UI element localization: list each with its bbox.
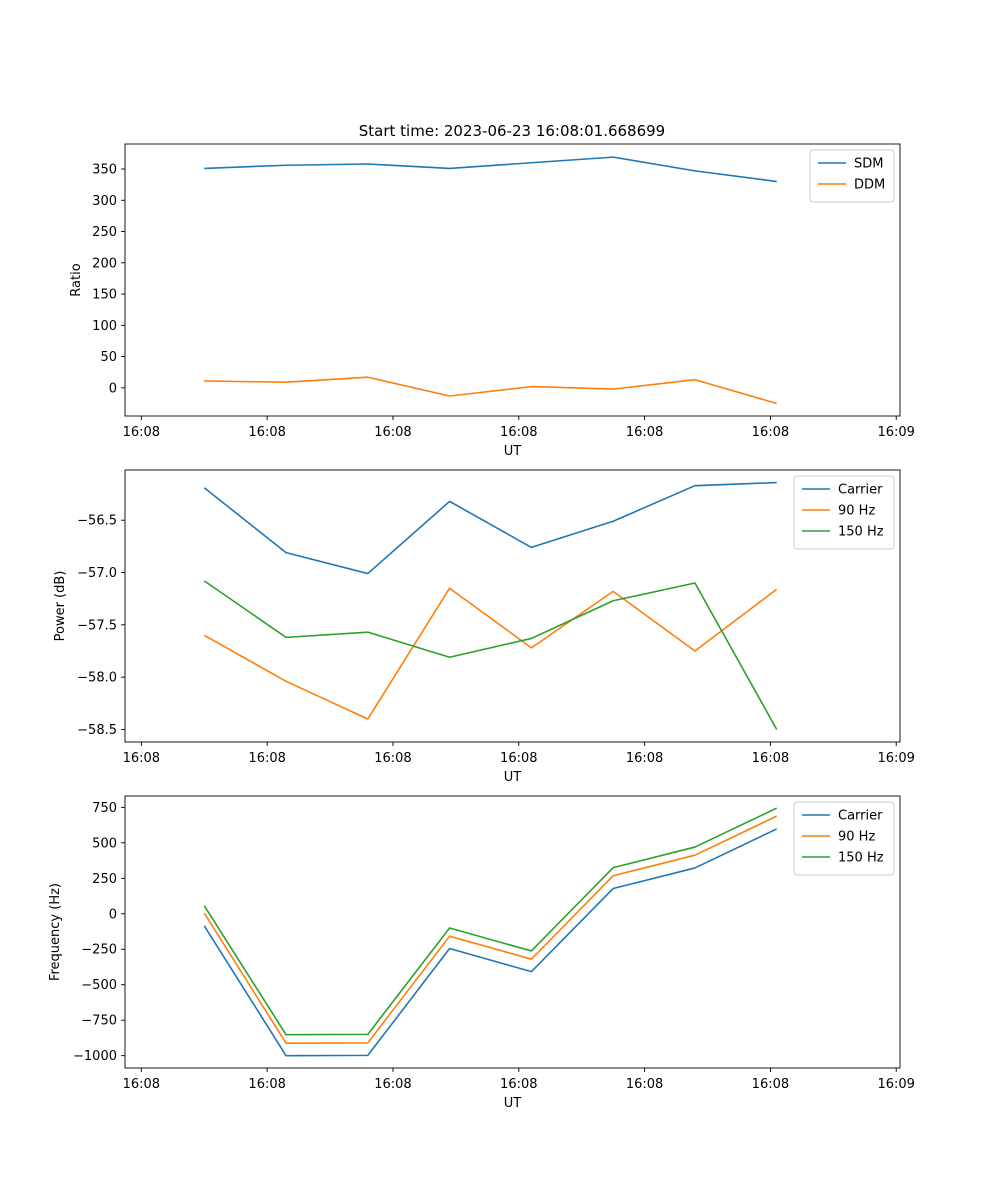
y-tick-label: −58.5 — [77, 723, 117, 738]
y-tick-label: 350 — [92, 163, 117, 178]
x-tick-label: 16:08 — [374, 1077, 411, 1092]
y-tick-label: 50 — [100, 350, 117, 365]
x-axis-label: UT — [504, 1096, 522, 1111]
series-line-sdm — [204, 156, 777, 183]
x-tick-label: 16:09 — [877, 425, 914, 440]
series-line-ddm — [204, 376, 777, 405]
legend-label: 90 Hz — [838, 830, 875, 845]
y-tick-label: 750 — [92, 801, 117, 816]
x-tick-label: 16:08 — [752, 1077, 789, 1092]
y-tick-label: −58.0 — [77, 671, 117, 686]
y-tick-label: −57.5 — [77, 618, 117, 633]
y-tick-label: 250 — [92, 225, 117, 240]
y-tick-label: 100 — [92, 319, 117, 334]
y-tick-label: −57.0 — [77, 566, 117, 581]
x-tick-label: 16:08 — [500, 425, 537, 440]
y-tick-label: 0 — [109, 907, 117, 922]
x-tick-label: 16:08 — [500, 1077, 537, 1092]
x-tick-label: 16:08 — [500, 751, 537, 766]
x-tick-label: 16:09 — [877, 751, 914, 766]
x-tick-label: 16:08 — [123, 1077, 160, 1092]
y-tick-label: 500 — [92, 836, 117, 851]
y-tick-label: 300 — [92, 194, 117, 209]
x-tick-label: 16:08 — [374, 425, 411, 440]
series-line-90-hz — [203, 815, 778, 1044]
axes-frame — [124, 469, 901, 743]
y-tick-label: −250 — [81, 943, 117, 958]
figure-title: Start time: 2023-06-23 16:08:01.668699 — [359, 122, 665, 140]
series-line-carrier — [203, 828, 778, 1057]
series-line-carrier — [203, 481, 777, 575]
axes-frame — [124, 795, 901, 1069]
legend: Carrier 90 Hz 150 Hz — [793, 801, 895, 876]
series-line-90-hz — [203, 587, 778, 720]
y-axis-label: Power (dB) — [53, 571, 68, 642]
x-tick-label: 16:08 — [626, 425, 663, 440]
x-tick-label: 16:09 — [877, 1077, 914, 1092]
legend-label: DDM — [854, 178, 885, 193]
x-tick-label: 16:08 — [248, 751, 285, 766]
chart-panel-2: 16:08 16:08 16:08 16:08 16:08 16:08 16:09 −56.5… — [53, 469, 915, 785]
chart-panel-1: 16:08 16:08 16:08 16:08 16:08 16:08 16:09 0 50 10… — [69, 143, 915, 459]
legend-label: 150 Hz — [838, 525, 884, 540]
x-axis-label: UT — [504, 444, 522, 459]
y-tick-label: −750 — [81, 1014, 117, 1029]
axes-frame — [124, 143, 901, 417]
legend-label: SDM — [854, 157, 883, 172]
y-tick-label: −500 — [81, 978, 117, 993]
y-tick-label: −1000 — [73, 1049, 117, 1064]
x-tick-label: 16:08 — [123, 425, 160, 440]
x-tick-label: 16:08 — [626, 751, 663, 766]
legend-label: 90 Hz — [838, 504, 875, 519]
x-tick-label: 16:08 — [374, 751, 411, 766]
legend-label: Carrier — [838, 809, 883, 824]
legend-label: Carrier — [838, 483, 883, 498]
chart-panel-3: 16:08 16:08 16:08 16:08 16:08 16:08 16:09 750 50… — [48, 795, 915, 1111]
y-tick-label: 200 — [92, 256, 117, 271]
series-line-150-hz — [203, 580, 778, 730]
x-tick-label: 16:08 — [626, 1077, 663, 1092]
series-line-150-hz — [203, 807, 778, 1036]
y-tick-label: 150 — [92, 288, 117, 303]
x-tick-label: 16:08 — [752, 751, 789, 766]
x-axis-label: UT — [504, 770, 522, 785]
y-tick-label: 0 — [109, 381, 117, 396]
x-tick-label: 16:08 — [248, 425, 285, 440]
y-tick-label: −56.5 — [77, 514, 117, 529]
legend: SDM DDM — [809, 149, 895, 203]
legend: Carrier 90 Hz 150 Hz — [793, 475, 895, 550]
y-axis-label: Frequency (Hz) — [48, 883, 63, 981]
y-axis-label: Ratio — [69, 263, 84, 296]
x-tick-label: 16:08 — [248, 1077, 285, 1092]
x-tick-label: 16:08 — [752, 425, 789, 440]
legend-label: 150 Hz — [838, 851, 884, 866]
x-tick-label: 16:08 — [123, 751, 160, 766]
y-tick-label: 250 — [92, 872, 117, 887]
